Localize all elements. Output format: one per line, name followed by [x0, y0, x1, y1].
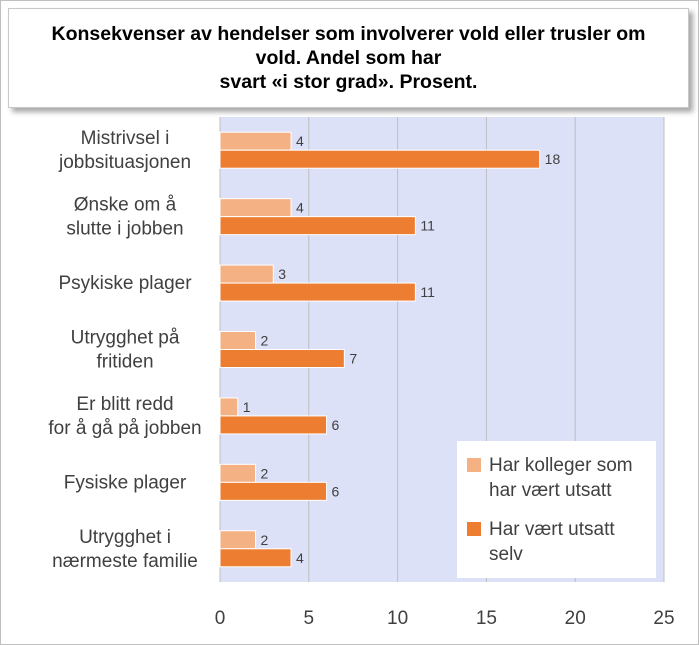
bar-colleagues — [219, 131, 292, 151]
category-label: Utrygghet på fritiden — [71, 328, 180, 373]
category-label: Utrygghet i nærmeste familie — [52, 527, 198, 572]
bar-self — [219, 415, 328, 435]
bar-self — [219, 216, 416, 236]
x-tick-label: 5 — [304, 608, 315, 629]
category-label: Ønske om å slutte i jobben — [66, 195, 183, 240]
x-tick-label: 25 — [653, 608, 674, 629]
data-label-colleagues: 4 — [296, 200, 304, 216]
chart-title-box: Konsekvenser av hendelser som involverer… — [8, 8, 689, 108]
x-axis-ticks: 0 5 10 15 20 25 — [215, 608, 675, 629]
legend-label-colleagues: Har kolleger som har vært utsatt — [489, 455, 633, 501]
chart-title: Konsekvenser av hendelser som involverer… — [51, 23, 646, 93]
bar-self — [219, 282, 416, 302]
category-label: Er blitt redd for å gå på jobben — [48, 394, 201, 439]
data-label-self: 4 — [296, 550, 304, 566]
bar-colleagues — [219, 530, 257, 550]
x-tick-label: 15 — [476, 608, 497, 629]
category-label: Fysiske plager — [64, 472, 187, 493]
legend-swatch-colleagues — [467, 458, 481, 472]
data-label-colleagues: 1 — [243, 399, 251, 415]
x-tick-label: 0 — [215, 608, 226, 629]
x-tick-label: 20 — [565, 608, 586, 629]
bars: 4 18 4 11 3 11 2 7 1 6 2 6 2 4 — [219, 131, 561, 568]
bar-colleagues — [219, 397, 239, 417]
data-label-colleagues: 4 — [296, 133, 304, 149]
data-label-colleagues: 2 — [261, 333, 269, 349]
category-label: Mistrivsel i jobbsituasjonen — [58, 128, 191, 173]
x-tick-label: 10 — [387, 608, 408, 629]
legend-item-self: Har vært utsatt selv — [467, 517, 648, 567]
bar-colleagues — [219, 198, 292, 218]
data-label-self: 11 — [420, 218, 435, 234]
bar-colleagues — [219, 331, 257, 350]
bar-self — [219, 349, 345, 368]
data-label-self: 7 — [349, 351, 357, 367]
category-label: Psykiske plager — [58, 273, 192, 294]
bar-self — [219, 149, 541, 169]
data-label-self: 6 — [332, 417, 340, 433]
bar-colleagues — [219, 264, 274, 284]
data-label-self: 18 — [545, 151, 561, 167]
data-label-colleagues: 3 — [278, 266, 286, 282]
legend-item-colleagues: Har kolleger som har vært utsatt — [467, 453, 648, 503]
bar-colleagues — [219, 463, 257, 483]
bar-self — [219, 548, 292, 568]
data-label-self: 6 — [332, 483, 340, 499]
legend-swatch-self — [467, 522, 481, 536]
data-label-colleagues: 2 — [261, 532, 269, 548]
category-labels: Mistrivsel i jobbsituasjonen Ønske om å slu… — [48, 128, 201, 572]
data-label-self: 11 — [420, 284, 435, 300]
data-label-colleagues: 2 — [261, 465, 269, 481]
legend: Har kolleger som har vært utsatt Har vær… — [457, 441, 656, 578]
bar-self — [219, 481, 328, 501]
legend-label-self: Har vært utsatt selv — [489, 519, 615, 565]
